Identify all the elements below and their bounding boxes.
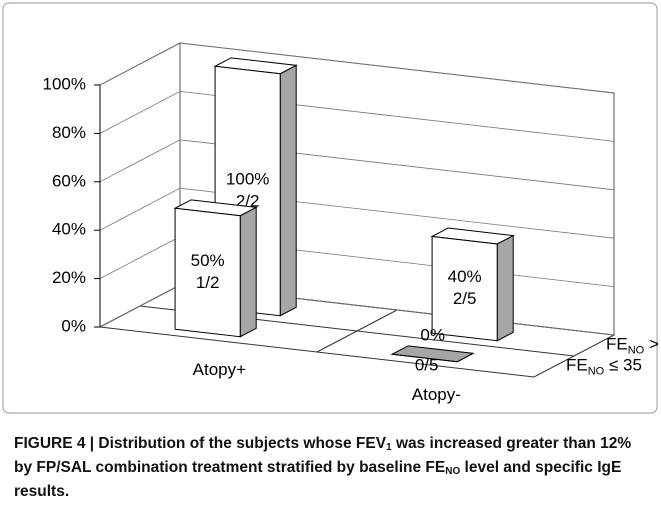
count-label: 0/5: [415, 355, 439, 374]
x-tick-label: Atopy+: [193, 360, 246, 379]
bar-front: [392, 353, 458, 363]
left-wall: [99, 42, 181, 328]
frame: [2, 2, 658, 414]
y-tick-label: 60%: [52, 171, 86, 190]
y-tick-label: 0%: [61, 316, 86, 335]
caption-text: was increased greater than 12% by FP/SAL…: [14, 435, 632, 476]
y-tick-label: 80%: [52, 123, 86, 142]
caption-subscript: 1: [386, 442, 392, 453]
caption-text: FIGURE 4 | Distribution of the subjects …: [14, 435, 387, 452]
count-label: 1/2: [196, 273, 220, 292]
count-label: 2/5: [453, 289, 477, 308]
bar-side: [496, 234, 514, 342]
y-tick-label: 40%: [52, 220, 86, 239]
value-label: 50%: [191, 251, 225, 270]
series-label: FENO ≤ 35: [566, 356, 642, 377]
bar-front: [174, 207, 241, 338]
series-label: FENO > 35: [606, 335, 661, 356]
caption: FIGURE 4 | Distribution of the subjects …: [14, 432, 646, 504]
value-label: 0%: [420, 325, 445, 344]
y-tick-label: 20%: [52, 268, 86, 287]
caption-text: level and specific IgE results.: [14, 459, 622, 500]
grid-line: [99, 139, 615, 191]
bar-front: [431, 235, 498, 342]
caption-subscript: NO: [445, 466, 461, 477]
y-tick-label: 100%: [43, 74, 86, 93]
value-label: 40%: [448, 267, 482, 286]
chart: 0% 20% 40% 60% 80% 100% Atopy+ Atopy- FENO ≤ 35F…: [2, 2, 661, 414]
x-tick-label: Atopy-: [412, 385, 461, 404]
grid-line: [99, 187, 615, 239]
bar-side: [239, 206, 257, 338]
value-label: 100%: [226, 169, 269, 188]
grid-line: [99, 42, 615, 94]
bar-side: [279, 64, 297, 317]
grid-line: [99, 90, 615, 142]
